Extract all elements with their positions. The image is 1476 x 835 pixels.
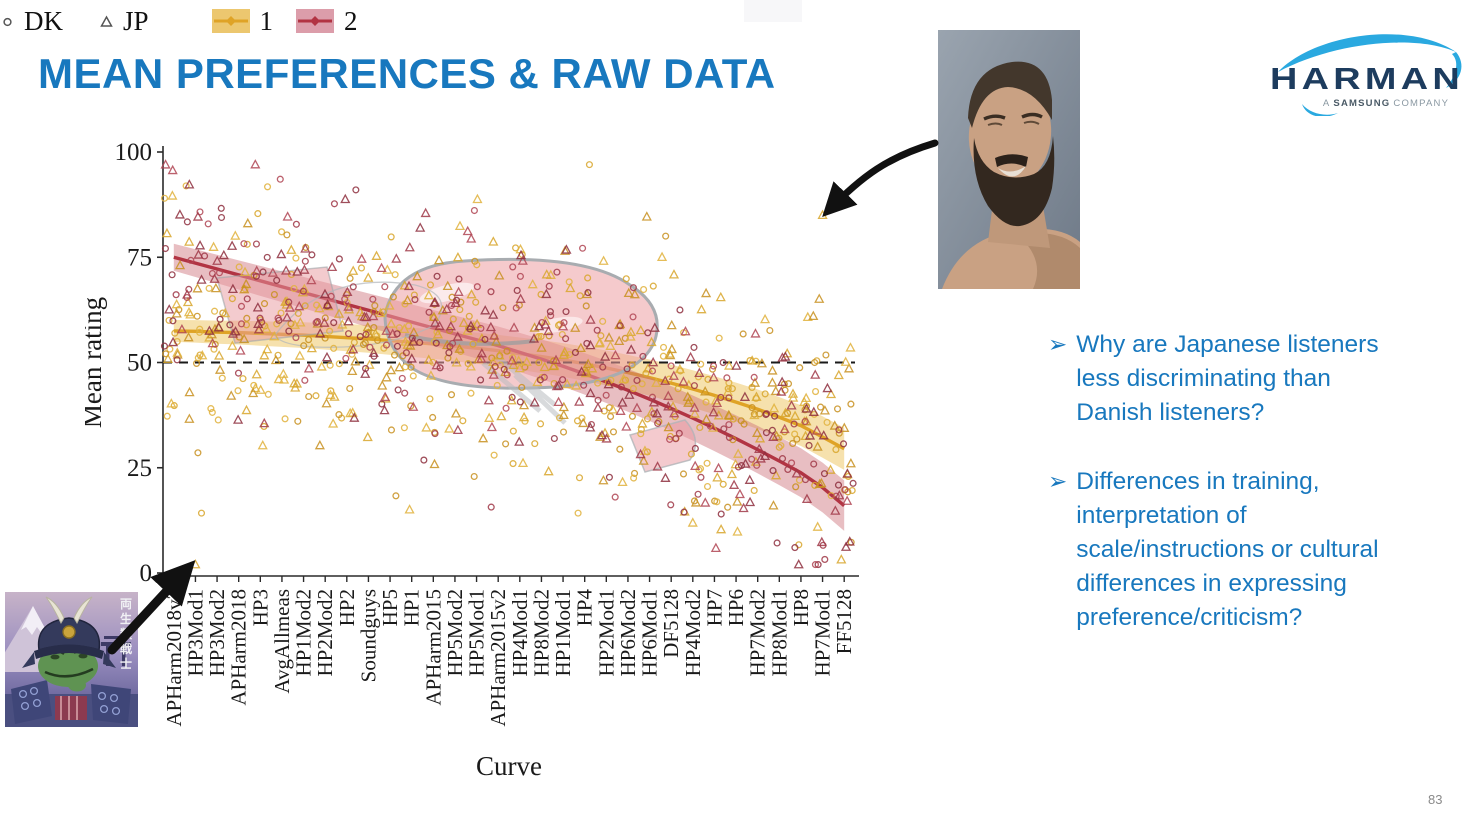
harman-logo: HARMAN A SAMSUNG COMPANY — [1266, 26, 1468, 117]
chad-photo-graphic — [938, 30, 1080, 289]
chad-photo-image — [938, 30, 1080, 289]
bullet-item: ➢ Differences in training, interpretatio… — [1048, 465, 1388, 634]
preference-chart: 0 25 50 75 100 APHarm2018v2 HP3Mod1 HP3Mod2 APHa… — [77, 135, 885, 790]
legend-item-jp: JP — [99, 6, 149, 37]
top-edge-artifact — [744, 0, 802, 22]
legend-label-jp: JP — [123, 5, 149, 36]
bullet-text: Why are Japanese listeners less discrimi… — [1076, 331, 1379, 426]
scatter-points — [160, 159, 857, 569]
page-number: 83 — [1428, 792, 1443, 807]
logo-subtitle: A SAMSUNG COMPANY — [1323, 98, 1449, 109]
svg-text:HP7Mod1: HP7Mod1 — [811, 589, 835, 677]
svg-text:HP7Mod2: HP7Mod2 — [746, 589, 770, 677]
svg-text:AvgAllmeas: AvgAllmeas — [270, 589, 294, 694]
legend-label-dk: DK — [24, 5, 63, 36]
y-tick-labels: 0 25 50 75 100 — [115, 139, 163, 587]
jp-triangle-marker-icon — [100, 14, 113, 27]
svg-text:HP1: HP1 — [400, 589, 424, 626]
svg-text:HP8Mod1: HP8Mod1 — [767, 589, 791, 677]
series2-swatch-icon — [296, 9, 335, 33]
legend-item-series1: 1 — [211, 5, 274, 37]
series1-swatch-icon — [211, 9, 250, 33]
svg-text:DF5128: DF5128 — [659, 589, 683, 658]
svg-text:HP4: HP4 — [573, 589, 597, 627]
svg-text:HP8Mod2: HP8Mod2 — [529, 589, 553, 677]
svg-text:100: 100 — [115, 139, 153, 166]
svg-text:FF5128: FF5128 — [832, 589, 856, 654]
svg-text:HP6: HP6 — [724, 589, 748, 626]
svg-text:HP2Mod1: HP2Mod1 — [594, 589, 618, 677]
logo-swoosh-top-icon — [1278, 34, 1456, 72]
chart-legend: DK JP 1 2 — [0, 0, 1476, 42]
svg-text:HP6Mod2: HP6Mod2 — [616, 589, 640, 677]
svg-text:HP3: HP3 — [248, 589, 272, 626]
page-title: MEAN PREFERENCES & RAW DATA — [38, 50, 776, 97]
svg-text:HP4Mod1: HP4Mod1 — [508, 589, 532, 677]
svg-text:HP1Mod2: HP1Mod2 — [292, 589, 316, 677]
y-axis-title: Mean rating — [85, 297, 107, 428]
svg-text:25: 25 — [127, 455, 152, 482]
svg-text:APHarm2018: APHarm2018 — [227, 589, 251, 706]
logo-swoosh-tail-icon — [1446, 52, 1462, 88]
x-axis-title: Curve — [476, 751, 542, 781]
harman-logo-graphic: HARMAN A SAMSUNG COMPANY — [1270, 34, 1464, 117]
bullet-arrow-icon: ➢ — [1048, 331, 1068, 357]
svg-text:0: 0 — [140, 560, 153, 587]
svg-text:HP5Mod2: HP5Mod2 — [443, 589, 467, 677]
svg-text:HP4Mod2: HP4Mod2 — [681, 589, 705, 677]
svg-text:Soundguys: Soundguys — [356, 589, 380, 682]
bullet-item: ➢ Why are Japanese listeners less discri… — [1048, 328, 1388, 429]
svg-text:75: 75 — [127, 244, 152, 271]
x-tick-labels: APHarm2018v2HP3Mod1HP3Mod2APHarm2018HP3A… — [162, 576, 856, 727]
overlay-artifact — [216, 257, 697, 473]
svg-text:APHarm2015: APHarm2015 — [421, 589, 445, 706]
logo-wordmark: HARMAN — [1270, 61, 1464, 96]
svg-text:HP5Mod1: HP5Mod1 — [465, 589, 489, 677]
legend-label-series1: 1 — [259, 5, 274, 36]
legend-item-dk: DK — [0, 6, 63, 37]
svg-text:HP2Mod2: HP2Mod2 — [313, 589, 337, 677]
logo-swoosh-bottom-icon — [1302, 104, 1338, 117]
svg-text:HP3Mod1: HP3Mod1 — [183, 589, 207, 677]
chart-canvas: 0255075100APHarm2018v2HP3Mod1HP3Mod2APHa… — [77, 139, 859, 781]
bullet-arrow-icon: ➢ — [1048, 468, 1068, 495]
svg-text:HP3Mod2: HP3Mod2 — [205, 589, 229, 677]
discussion-bullets: ➢ Why are Japanese listeners less discri… — [1048, 328, 1388, 634]
dk-circle-marker-icon — [3, 17, 12, 26]
svg-text:APHarm2018v2: APHarm2018v2 — [162, 589, 186, 727]
svg-text:HP5: HP5 — [378, 589, 402, 626]
svg-text:HP8: HP8 — [789, 589, 813, 626]
svg-text:HP6Mod1: HP6Mod1 — [638, 589, 662, 677]
svg-text:HP7: HP7 — [702, 589, 726, 626]
bullet-text: Differences in training, interpretation … — [1076, 468, 1379, 631]
svg-text:50: 50 — [127, 350, 152, 377]
svg-text:HP1Mod1: HP1Mod1 — [551, 589, 575, 677]
svg-text:APHarm2015v2: APHarm2015v2 — [486, 589, 510, 727]
legend-item-series2: 2 — [295, 6, 358, 37]
confidence-band-series-2 — [173, 243, 845, 531]
legend-label-series2: 2 — [344, 5, 358, 36]
svg-text:HP2: HP2 — [335, 589, 359, 626]
